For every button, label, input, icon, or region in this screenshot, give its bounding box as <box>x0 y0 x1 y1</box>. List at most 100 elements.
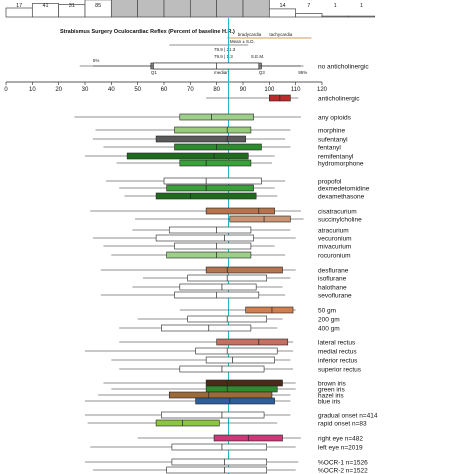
box <box>161 411 265 419</box>
box <box>205 207 275 215</box>
box-group: no anticholinergic <box>79 62 369 71</box>
box <box>174 126 252 134</box>
x-tick-label: 60 <box>161 87 168 93</box>
histogram-bar <box>242 0 270 18</box>
histogram-bar <box>216 0 244 18</box>
box-group: 400 gm <box>119 324 340 333</box>
box-group: hydromorphone <box>116 159 364 168</box>
box-group: any opioids <box>74 113 352 122</box>
box-group: 50 gm <box>179 306 336 315</box>
p95-label: 95% <box>298 70 307 75</box>
box <box>179 283 257 291</box>
series-label: rocuronium <box>318 253 351 260</box>
x-tick-label: 10 <box>29 87 36 93</box>
series-label: superior rectus <box>318 367 362 374</box>
series-label: blue iris <box>318 399 341 406</box>
series-label: no anticholinergic <box>318 64 369 71</box>
histogram: 17 41 31 85 14 7 1 1 <box>5 0 376 18</box>
histogram-bar <box>295 13 323 18</box>
q1-label: Q1 <box>151 70 158 75</box>
x-tick-label: 20 <box>55 87 62 93</box>
series-label: cisatracurium <box>318 209 357 216</box>
box-group: lateral rectus <box>119 338 356 347</box>
box-group: dexmedetomidine <box>119 184 370 193</box>
box-group: %OCR-1 n=1526 <box>85 458 368 467</box>
box-group: propofol <box>106 177 342 186</box>
mean-sd-label: Mean ± S.D. <box>230 39 255 44</box>
series-label: rapid onset n=83 <box>318 421 367 428</box>
histogram-bar <box>347 15 376 18</box>
arrow-left-label: bradycardia <box>238 32 262 37</box>
box-group: dexamethasone <box>124 192 365 201</box>
series-label: morphine <box>318 128 345 135</box>
box-group: sufentanyl <box>92 135 348 144</box>
box <box>179 159 252 167</box>
histogram-count-label: 1 <box>334 3 337 9</box>
series-label: hazel iris <box>318 393 344 400</box>
box-group: isoflurane <box>142 274 347 283</box>
box <box>153 62 260 70</box>
box-group: rocuronium <box>111 251 351 260</box>
series-label: desflurane <box>318 268 349 275</box>
series-label: hydromorphone <box>318 161 364 168</box>
box-group: mivacurium <box>103 242 351 251</box>
series-label: any opioids <box>318 115 352 122</box>
histogram-count-label: 31 <box>69 3 75 9</box>
series-label: green iris <box>318 387 345 394</box>
series-label: medial rectus <box>318 349 357 356</box>
series-label: gradual onset n=414 <box>318 413 378 420</box>
box <box>171 458 267 466</box>
x-tick-label: 100 <box>264 87 275 93</box>
series-label: %OCR-1 n=1526 <box>318 460 368 467</box>
box <box>155 135 246 143</box>
sem-label: S.E.M. <box>251 54 265 59</box>
box-group: cisatracurium <box>90 207 357 216</box>
histogram-bar <box>137 0 165 18</box>
box <box>155 234 254 242</box>
histogram-count-label: 7 <box>307 3 310 9</box>
series-label: 50 gm <box>318 308 336 315</box>
box <box>205 356 275 364</box>
series-label: halothane <box>318 285 347 292</box>
series-label: right eye n=482 <box>318 436 363 443</box>
series-label: fentanyl <box>318 145 341 152</box>
p5-label: 5% <box>93 58 100 63</box>
box-group: sevoflurane <box>100 291 352 300</box>
box <box>166 184 254 192</box>
box-group: rapid onset n=83 <box>87 419 367 428</box>
x-tick-label: 40 <box>108 87 115 93</box>
histogram-bar <box>268 8 297 18</box>
box-group: morphine <box>95 126 345 135</box>
series-label: left eye n=2019 <box>318 445 363 452</box>
histogram-bar <box>5 7 33 18</box>
series-label: sufentanyl <box>318 137 348 144</box>
series-label: dexmedetomidine <box>318 186 370 193</box>
box-group: remifentanyl <box>85 152 354 161</box>
histogram-count-label: 14 <box>279 3 285 9</box>
series-label: inferior rectus <box>318 358 358 365</box>
histogram-bar <box>110 0 139 18</box>
box-group: inferior rectus <box>111 356 358 365</box>
box <box>166 251 252 259</box>
series-label: succinylcholine <box>318 217 362 224</box>
box <box>163 177 262 185</box>
series-label: 200 gm <box>318 317 340 324</box>
box <box>195 397 275 405</box>
mean-value-label: 79.9 | 21.3 <box>214 47 236 52</box>
series-label: vecuronium <box>318 236 352 243</box>
histogram-bar <box>189 0 218 18</box>
box <box>216 338 289 346</box>
series-label: lateral rectus <box>318 340 356 347</box>
x-tick-label: 90 <box>240 87 247 93</box>
box <box>245 306 294 314</box>
series-label: atracurium <box>318 228 349 235</box>
series-label: propofol <box>318 179 342 186</box>
box <box>205 266 283 274</box>
box <box>174 143 262 151</box>
box-group: right eye n=482 <box>137 434 363 443</box>
series-label: brown iris <box>318 381 347 388</box>
series-label: sevoflurane <box>318 293 352 300</box>
series-label: anticholinergic <box>318 96 360 103</box>
x-tick-label: 30 <box>82 87 89 93</box>
